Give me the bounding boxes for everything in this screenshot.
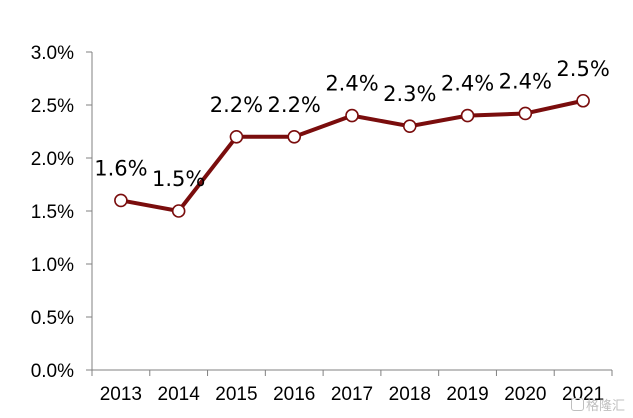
data-label: 2.4%: [499, 69, 552, 93]
series-group: [114, 93, 590, 218]
data-label: 2.4%: [325, 72, 378, 96]
data-label: 1.6%: [94, 156, 147, 180]
x-tick-label: 2016: [273, 384, 315, 405]
x-tick-label: 2014: [158, 384, 201, 405]
data-point-marker: [171, 204, 186, 218]
y-tick-label: 1.0%: [31, 255, 74, 276]
y-tick-label: 0.0%: [31, 361, 74, 382]
watermark-logo-icon: [570, 398, 584, 411]
y-tick-label: 2.5%: [31, 96, 74, 117]
y-tick-label: 1.5%: [31, 202, 74, 223]
watermark: 格隆汇: [570, 395, 625, 414]
data-point-marker: [345, 108, 359, 123]
data-label: 2.5%: [556, 57, 609, 81]
data-point-marker: [402, 119, 417, 133]
watermark-text: 格隆汇: [585, 399, 625, 414]
data-point-marker: [229, 130, 244, 144]
y-tick-label: 0.5%: [31, 308, 74, 329]
x-tick-label: 2018: [389, 384, 431, 405]
x-axis-ticks: 2013 2014 2015 2016 2017 2018 2019 2020 2021: [91, 370, 613, 405]
data-point-marker: [287, 130, 302, 144]
x-tick-label: 2017: [331, 384, 373, 405]
data-label: 2.2%: [210, 93, 263, 117]
data-label: 2.2%: [268, 93, 321, 117]
x-tick-label: 2019: [446, 384, 488, 405]
x-tick-label: 2015: [215, 384, 257, 405]
data-label: 2.4%: [441, 72, 494, 96]
data-label: 1.5%: [152, 167, 205, 191]
data-label: 2.3%: [383, 82, 436, 106]
y-tick-label: 2.0%: [31, 149, 74, 170]
data-point-marker: [460, 108, 475, 123]
data-point-marker: [114, 193, 128, 208]
data-labels-group: 1.6% 1.5%2.2% 2.2%2.4% 2.3% 2.4% 2.4%2.5%: [94, 57, 610, 191]
data-point-marker: [576, 93, 590, 108]
x-tick-label: 2013: [100, 384, 142, 405]
y-tick-label: 3.0%: [31, 43, 74, 64]
y-axis-ticks: 0.0% 0.5% 1.0% 1.5% 2.0% 2.5% 3.0%: [31, 43, 92, 382]
x-tick-label: 2020: [504, 384, 546, 405]
data-point-marker: [518, 106, 533, 121]
